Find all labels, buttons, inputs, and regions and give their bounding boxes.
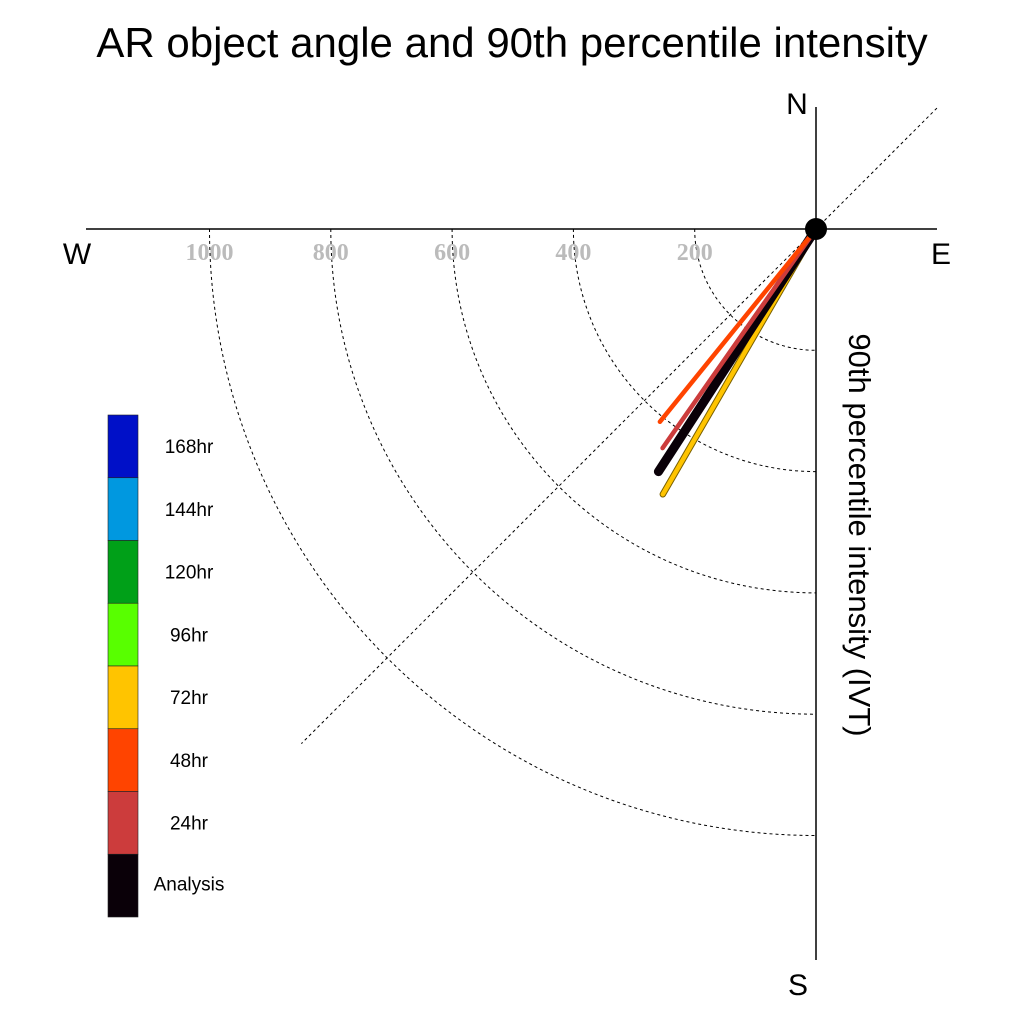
legend-label-72hr: 72hr bbox=[170, 688, 209, 709]
series-line-48hr bbox=[657, 226, 819, 425]
y-axis-label: 90th percentile intensity (IVT) bbox=[842, 333, 877, 736]
polar-grid bbox=[209, 107, 938, 836]
grid-ring-4 bbox=[330, 228, 817, 715]
grid-ring-1 bbox=[694, 228, 817, 351]
grid-diagonal-ne bbox=[815, 107, 938, 230]
legend-label-96hr: 96hr bbox=[170, 625, 209, 646]
legend-label-48hr: 48hr bbox=[170, 751, 209, 772]
radial-tick-label: 400 bbox=[555, 240, 591, 266]
grid-ring-2 bbox=[572, 228, 817, 473]
legend-swatch-48hr bbox=[107, 728, 139, 792]
legend-label-24hr: 24hr bbox=[170, 814, 209, 835]
legend-swatch-24hr bbox=[107, 791, 139, 855]
radial-tick-label: 800 bbox=[313, 240, 349, 266]
series-vectors bbox=[653, 224, 821, 498]
legend-label-analysis: Analysis bbox=[154, 874, 225, 895]
legend-swatch-72hr bbox=[107, 665, 139, 730]
legend-swatch-120hr bbox=[107, 540, 139, 604]
radial-tick-label: 200 bbox=[677, 240, 713, 266]
radial-tick-label: 1000 bbox=[186, 240, 234, 266]
legend-swatch-analysis bbox=[107, 853, 139, 918]
legend-swatch-144hr bbox=[107, 477, 139, 541]
compass-east-label: E bbox=[931, 238, 951, 271]
legend-label-120hr: 120hr bbox=[165, 563, 214, 584]
series-line-24hr bbox=[660, 226, 819, 451]
origin-marker bbox=[805, 218, 827, 240]
legend-swatch-168hr bbox=[107, 414, 139, 479]
chart-title: AR object angle and 90th percentile inte… bbox=[96, 19, 927, 66]
compass-north-label: N bbox=[786, 88, 808, 121]
radial-tick-label: 600 bbox=[434, 240, 470, 266]
legend-label-168hr: 168hr bbox=[165, 437, 214, 458]
grid-diagonal-sw bbox=[301, 228, 817, 744]
legend: 168hr 144hr 120hr 96hr 72hr 48hr 24hr Analysis bbox=[107, 414, 225, 918]
radial-tick-labels: 200 400 600 800 1000 bbox=[186, 240, 713, 266]
compass-west-label: W bbox=[63, 238, 92, 271]
compass-south-label: S bbox=[788, 969, 808, 1002]
legend-label-144hr: 144hr bbox=[165, 500, 214, 521]
legend-swatch-96hr bbox=[107, 602, 139, 667]
grid-ring-3 bbox=[451, 228, 817, 594]
